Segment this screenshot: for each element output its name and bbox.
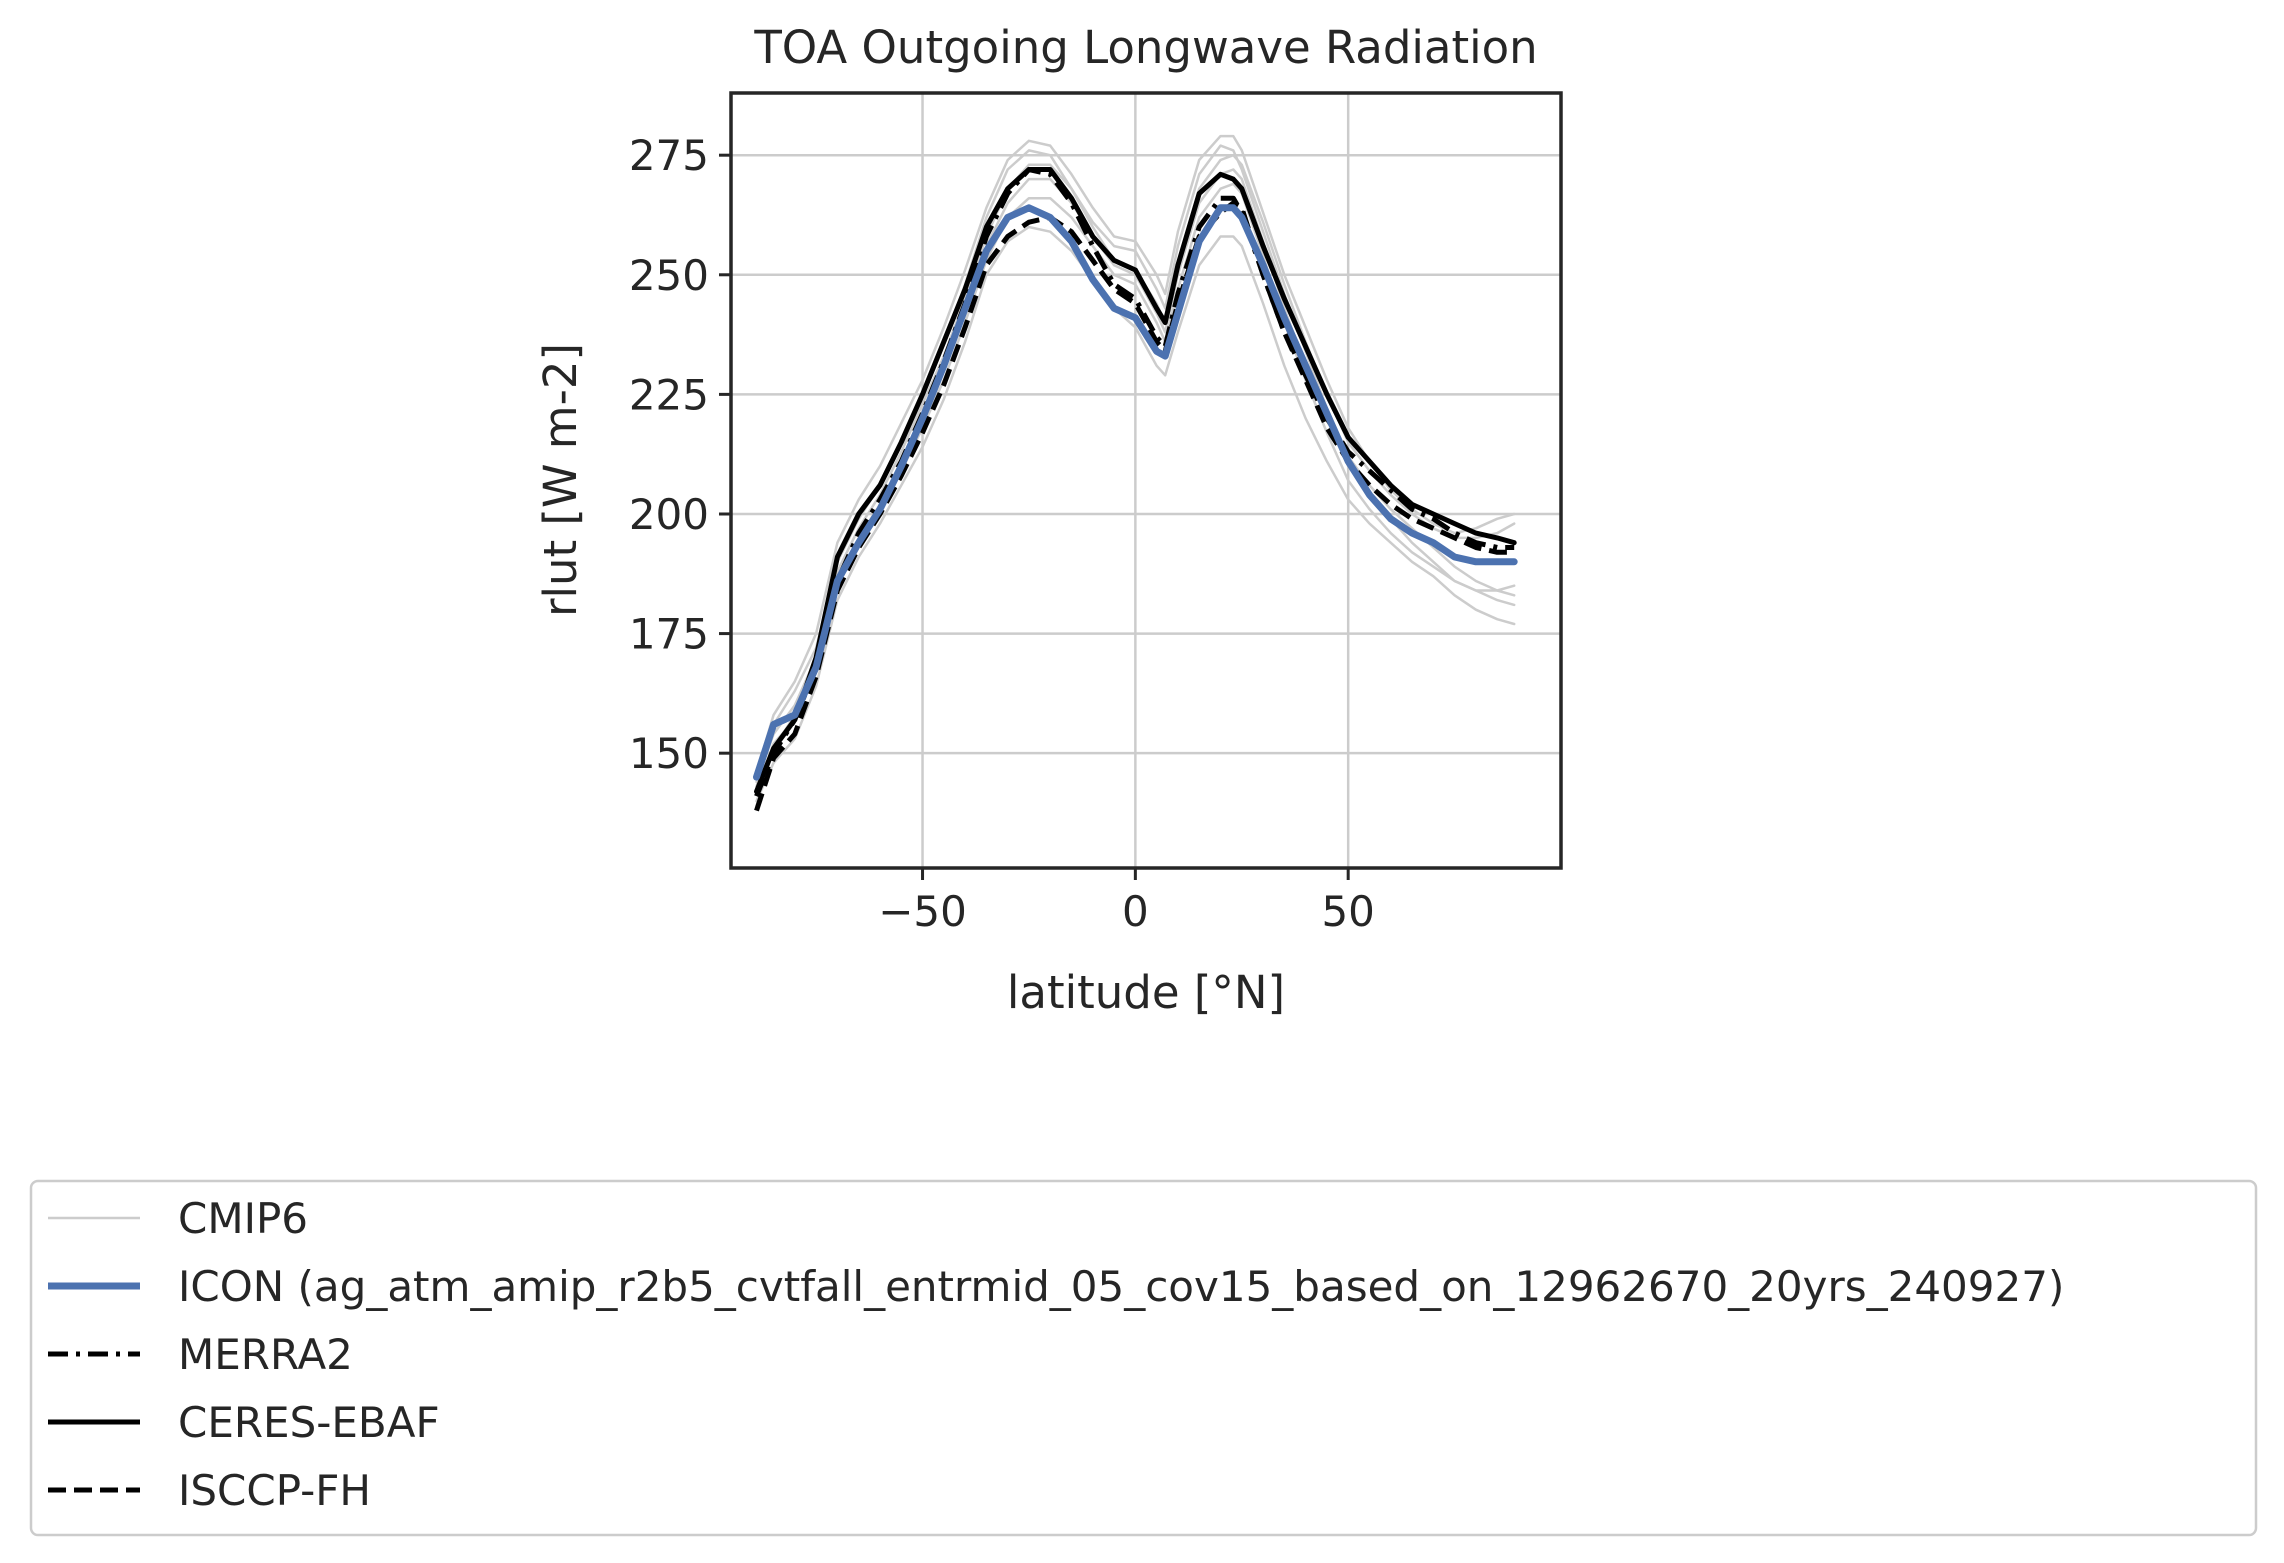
y-tick-label: 275 — [629, 131, 709, 180]
x-axis-label: latitude [°N] — [1007, 966, 1285, 1019]
legend-label: ICON (ag_atm_amip_r2b5_cvtfall_entrmid_0… — [178, 1262, 2064, 1311]
legend-label: ISCCP-FH — [178, 1466, 371, 1515]
series-line-cmip — [755, 225, 1516, 803]
series-line-icon — [753, 204, 1518, 781]
gridlines — [731, 93, 1561, 868]
y-axis-label: rlut [W m-2] — [534, 343, 587, 617]
y-tick-label: 225 — [629, 370, 709, 419]
y-tick-label: 250 — [629, 251, 709, 300]
legend-label: MERRA2 — [178, 1330, 353, 1379]
axes-frame — [729, 91, 1563, 870]
plot-area — [753, 134, 1518, 812]
legend-label: CMIP6 — [178, 1194, 308, 1243]
legend-frame — [29, 1179, 2258, 1537]
x-tick-label: −50 — [878, 887, 967, 936]
series-group — [753, 134, 1518, 812]
y-tick-label: 175 — [629, 610, 709, 659]
legend-label: CERES-EBAF — [178, 1398, 440, 1447]
legend: CMIP6 ICON (ag_atm_amip_r2b5_cvtfall_entr… — [29, 1179, 2258, 1537]
y-tick-label: 150 — [629, 729, 709, 778]
x-tick-label: 50 — [1321, 887, 1374, 936]
x-tick-label: 0 — [1122, 887, 1149, 936]
series-line-dashdot — [754, 167, 1515, 798]
ticks: −50 0 50 150 175 200 225 250 275 — [629, 131, 1375, 936]
y-tick-label: 200 — [629, 490, 709, 539]
series-line-solid — [754, 167, 1517, 794]
chart-title: TOA Outgoing Longwave Radiation — [753, 21, 1537, 74]
